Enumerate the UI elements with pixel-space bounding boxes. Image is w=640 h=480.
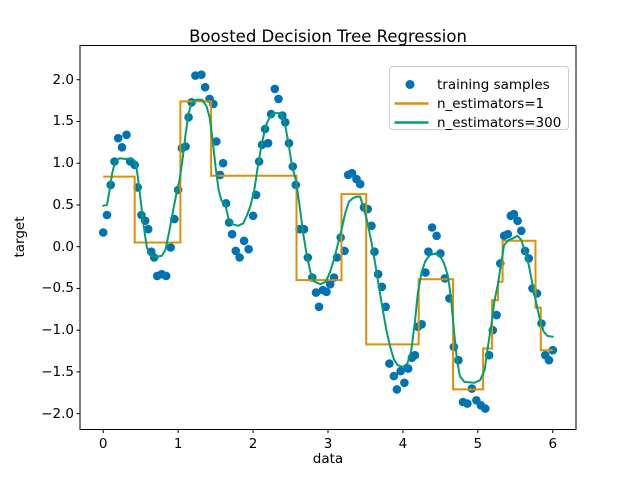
y-axis-label: target: [12, 216, 28, 258]
scatter-point: [102, 210, 112, 220]
scatter-point: [396, 366, 406, 376]
scatter-point: [239, 236, 249, 246]
scatter-point: [503, 229, 513, 239]
scatter-point: [270, 84, 280, 94]
scatter-point: [181, 142, 190, 151]
y-tick-label: 1.5: [52, 113, 74, 130]
y-tick-label: −2.0: [41, 405, 74, 422]
scatter-point: [161, 271, 171, 281]
scatter-point: [421, 268, 430, 277]
scatter-point: [224, 218, 234, 227]
scatter-point: [212, 137, 221, 146]
scatter-point: [166, 243, 175, 252]
scatter-point: [492, 310, 501, 320]
scatter-point: [266, 109, 276, 119]
scatter-point: [325, 279, 335, 289]
scatter-point: [231, 246, 241, 256]
y-tick-label: 0.0: [52, 238, 74, 255]
x-tick-label: 6: [548, 436, 558, 452]
y-tick-label: 0.5: [52, 196, 74, 213]
x-tick-label: 1: [173, 436, 183, 452]
scatter-point: [218, 158, 228, 168]
scatter-point: [221, 199, 231, 208]
scatter-point: [385, 359, 394, 368]
y-tick-label: −1.0: [41, 322, 74, 339]
x-tick-label: 3: [323, 436, 333, 452]
curve-line-n-estimators-300: [102, 98, 554, 384]
scatter-point: [122, 130, 131, 140]
scatter-point: [263, 138, 273, 148]
scatter-point: [463, 399, 472, 408]
scatter-point: [200, 82, 210, 92]
scatter-point: [544, 355, 554, 365]
x-tick-label: 2: [248, 436, 258, 452]
legend-label-n-estimators-1: n_estimators=1: [437, 95, 545, 112]
y-tick-label: −0.5: [41, 280, 74, 297]
x-tick-label: 4: [398, 436, 408, 452]
scatter-point: [347, 168, 357, 178]
scatter-point: [513, 216, 522, 226]
x-tick-label: 0: [98, 436, 108, 452]
y-tick-label: −1.5: [41, 363, 74, 380]
scatter-point: [427, 223, 437, 232]
legend-label-training-samples: training samples: [437, 76, 550, 93]
legend-box: [389, 66, 569, 130]
scatter-point: [274, 94, 283, 104]
scatter-point: [248, 211, 258, 221]
scatter-point: [235, 253, 244, 262]
scatter-point: [311, 288, 321, 297]
scatter-point: [117, 143, 127, 152]
scatter-point: [400, 378, 409, 388]
scatter-point: [517, 226, 526, 236]
scatter-point: [355, 179, 365, 189]
y-tick-label: 2.0: [52, 71, 74, 88]
x-tick-label: 5: [473, 436, 483, 452]
scatter-point: [410, 350, 420, 360]
scatter-point: [481, 404, 490, 413]
scatter-point: [197, 70, 206, 79]
chart-title: Boosted Decision Tree Regression: [189, 27, 467, 46]
legend-dot-icon: [405, 80, 415, 89]
scatter-point: [389, 371, 399, 381]
scatter-point: [509, 209, 519, 219]
scatter-point: [392, 385, 402, 394]
scatter-point: [322, 287, 331, 297]
scatter-point: [432, 231, 441, 241]
scatter-point: [314, 302, 324, 312]
x-axis-label: data: [312, 451, 344, 467]
scatter-point: [98, 228, 108, 237]
legend-label-n-estimators-300: n_estimators=300: [437, 114, 562, 131]
scatter-point: [227, 229, 237, 239]
scatter-point: [244, 244, 253, 254]
scatter-point: [113, 133, 123, 143]
scatter-point: [403, 364, 413, 373]
y-tick-label: 1.0: [52, 155, 74, 172]
scatter-point: [143, 224, 153, 234]
